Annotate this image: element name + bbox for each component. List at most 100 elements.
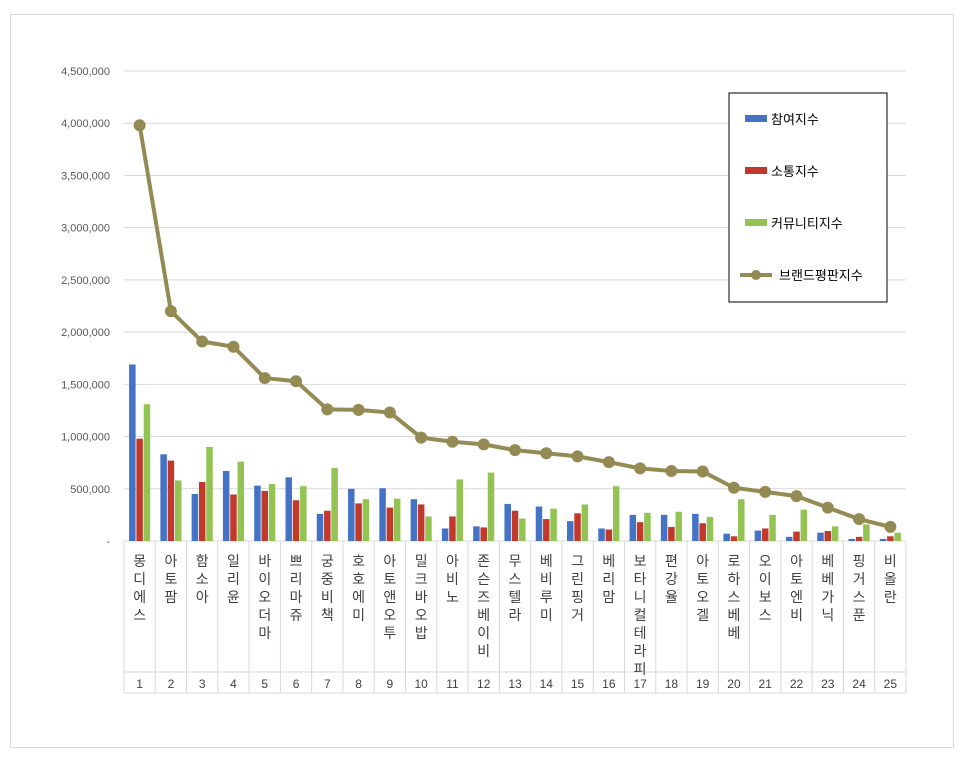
bar-소통지수	[324, 510, 331, 541]
bar-소통지수	[887, 536, 894, 541]
bar-참여지수	[879, 538, 887, 541]
rank-label: 6	[293, 677, 300, 691]
bar-커뮤니티지수	[800, 509, 808, 541]
bar-소통지수	[480, 527, 487, 541]
y-tick-label: 500,000	[70, 484, 110, 496]
rank-label: 17	[633, 677, 647, 691]
bar-커뮤니티지수	[738, 499, 745, 541]
bar-커뮤니티지수	[519, 518, 526, 541]
bar-참여지수	[535, 506, 543, 541]
bar-소통지수	[668, 526, 675, 541]
line-point	[853, 513, 866, 526]
bar-커뮤니티지수	[331, 467, 338, 541]
bar-소통지수	[699, 523, 706, 541]
bar-참여지수	[629, 514, 637, 541]
line-point	[196, 335, 209, 348]
bar-커뮤니티지수	[237, 461, 245, 541]
legend-swatch	[745, 115, 767, 122]
line-point	[571, 450, 584, 463]
line-point	[665, 465, 678, 478]
rank-label: 24	[852, 677, 866, 691]
bar-참여지수	[410, 499, 418, 541]
line-point	[634, 462, 647, 475]
rank-label: 13	[508, 677, 522, 691]
bar-커뮤니티지수	[425, 516, 432, 541]
line-point	[759, 485, 772, 498]
bar-참여지수	[723, 533, 730, 541]
y-tick-label: 4,500,000	[61, 66, 110, 78]
bar-소통지수	[417, 504, 425, 541]
legend-label: 브랜드평판지수	[779, 269, 863, 284]
bar-참여지수	[160, 454, 167, 541]
bar-커뮤니티지수	[550, 508, 557, 541]
line-point	[133, 119, 146, 132]
bar-커뮤니티지수	[706, 516, 714, 541]
x-axis-labels: 몽 디 에 스 1 아 토 팜 2 함 소 아 3 일 리 윤 4 바 이 오 더 마 5 쁘 리 마 쥬 6 궁 중 비 책 7 호 호 에 미 8 아 토…	[133, 554, 897, 691]
rank-label: 7	[324, 677, 331, 691]
bar-커뮤니티지수	[863, 524, 870, 541]
bar-소통지수	[855, 536, 863, 541]
rank-label: 19	[696, 677, 710, 691]
bar-커뮤니티지수	[362, 499, 370, 541]
line-point	[164, 305, 177, 318]
bar-소통지수	[605, 529, 613, 541]
rank-label: 20	[727, 677, 741, 691]
bar-참여지수	[660, 514, 668, 541]
bar-참여지수	[504, 503, 511, 541]
bar-소통지수	[793, 531, 800, 541]
bar-참여지수	[848, 538, 856, 541]
bar-커뮤니티지수	[831, 526, 839, 541]
legend-marker	[751, 270, 761, 280]
line-point	[383, 406, 396, 419]
y-tick-label: 3,000,000	[61, 223, 110, 235]
bar-커뮤니티지수	[174, 480, 182, 541]
line-point	[227, 340, 240, 353]
rank-label: 18	[665, 677, 679, 691]
rank-label: 9	[387, 677, 394, 691]
y-tick-label: 1,000,000	[61, 432, 110, 444]
bar-소통지수	[292, 500, 300, 541]
line-point	[352, 403, 365, 416]
rank-label: 12	[477, 677, 491, 691]
bar-커뮤니티지수	[456, 479, 463, 541]
brand-index-line	[133, 119, 897, 533]
bar-참여지수	[191, 494, 199, 541]
bar-커뮤니티지수	[612, 486, 620, 541]
bar-소통지수	[636, 522, 644, 541]
bar-커뮤니티지수	[393, 498, 401, 541]
y-axis-ticks: - 500,000 1,000,000 1,500,000 2,000,000 2,500…	[61, 66, 110, 548]
rank-label: 21	[759, 677, 773, 691]
bar-소통지수	[167, 460, 175, 541]
bar-커뮤니티지수	[206, 447, 213, 541]
line-point	[602, 456, 615, 469]
rank-label: 8	[355, 677, 362, 691]
legend-box	[728, 92, 888, 303]
bar-참여지수	[441, 528, 449, 541]
bar-커뮤니티지수	[300, 486, 307, 541]
y-tick-label: 4,000,000	[61, 118, 110, 130]
bar-커뮤니티지수	[644, 512, 651, 541]
bar-소통지수	[136, 438, 143, 541]
bar-소통지수	[824, 531, 832, 541]
rank-label: 11	[446, 677, 459, 691]
line-point	[821, 501, 834, 514]
line-point	[540, 447, 553, 460]
bar-참여지수	[754, 530, 762, 541]
